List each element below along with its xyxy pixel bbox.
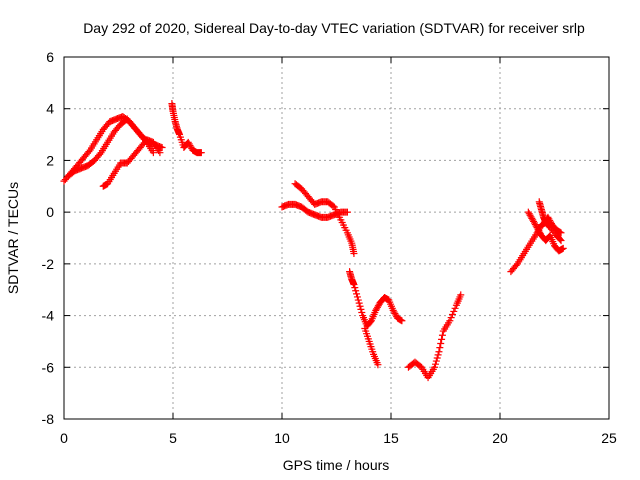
data-point [448,311,456,319]
data-point [457,291,465,299]
data-point [432,357,440,365]
data-point [512,261,520,269]
series-arc4 [168,100,205,157]
data-point [197,149,205,157]
data-point [446,317,454,325]
data-point [559,244,567,252]
y-tick-label: 0 [46,204,54,220]
data-point [438,335,446,343]
data-point [158,144,166,151]
data-point [156,149,164,157]
data-point [434,351,442,359]
series-arc2 [64,115,157,180]
data-point [374,361,382,369]
data-point [450,307,458,315]
data-point [437,339,445,347]
data-point [438,331,446,339]
axis-ticks [63,56,610,420]
x-tick-label: 10 [274,430,290,446]
data-point [355,299,363,307]
data-point [85,148,93,156]
series-arc3 [99,136,164,190]
data-point [149,149,157,157]
series-arc7 [346,268,406,330]
series-arc8 [361,325,382,369]
y-axis-label: SDTVAR / TECUs [5,182,21,294]
grid-lines [64,57,609,419]
data-point [353,293,361,301]
data-point [96,150,104,158]
x-tick-label: 15 [383,430,399,446]
data-point [343,208,351,216]
data-point [447,314,455,322]
data-point [351,284,359,292]
data-point [557,237,565,245]
data-point [350,281,358,289]
x-axis-label: GPS time / hours [283,457,390,473]
data-point [398,317,406,325]
x-tick-label: 5 [169,430,177,446]
plot-frame [63,56,610,420]
data-point [357,305,365,313]
data-point [329,202,337,210]
chart-title: Day 292 of 2020, Sidereal Day-to-day VTE… [83,20,585,36]
series-arc11 [524,208,567,255]
data-point [354,296,362,304]
data-point [358,308,366,316]
x-tick-labels: 0 5 10 15 20 25 [60,430,617,446]
data-point [353,290,361,298]
x-tick-label: 0 [60,430,68,446]
data-point [436,344,444,352]
y-tick-label: 4 [46,101,54,117]
data-point [435,348,443,356]
data-point [350,250,358,258]
data-point [431,363,439,371]
x-tick-label: 20 [492,430,508,446]
data-point [433,354,441,362]
data-point [557,229,565,237]
x-tick-label: 25 [601,430,617,446]
series-arc6 [291,180,358,258]
y-tick-label: -8 [42,411,55,427]
data-point [556,236,564,244]
data-points [60,100,567,382]
data-point [431,360,439,368]
y-tick-label: -4 [42,308,55,324]
y-tick-label: 2 [46,152,54,168]
series-arc9 [404,291,465,382]
data-point [356,302,364,310]
y-tick-label: -2 [42,256,55,272]
data-point [352,287,360,295]
series-arc12 [535,198,565,237]
y-tick-labels: -8 -6 -4 -2 0 2 4 6 [42,49,55,427]
y-tick-label: 6 [46,49,54,65]
y-tick-label: -6 [42,359,55,375]
data-point [451,304,459,312]
